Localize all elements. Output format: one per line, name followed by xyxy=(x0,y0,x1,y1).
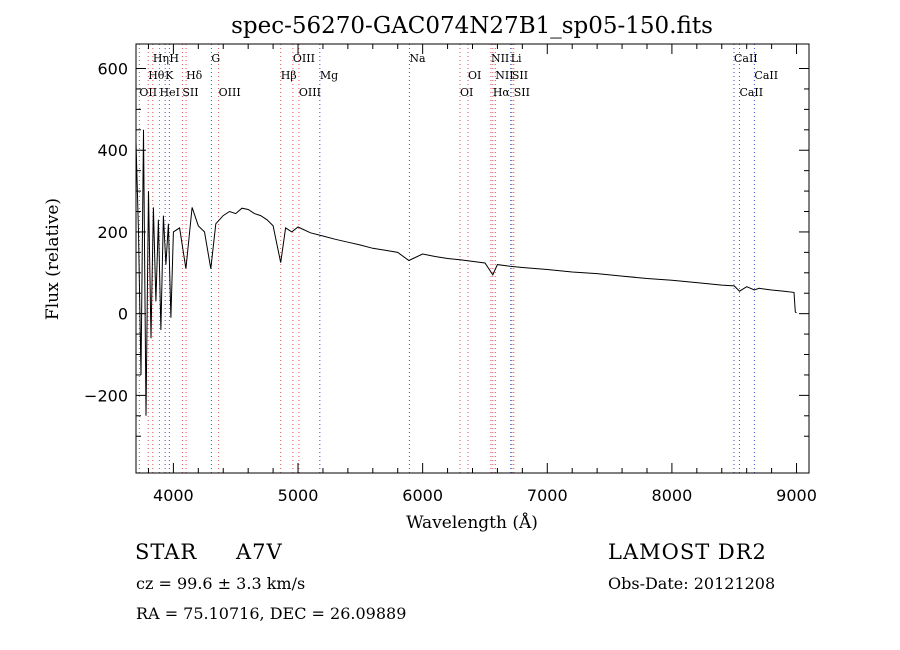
emission-line-label: Hθ xyxy=(148,69,165,82)
absorption-line-label: G xyxy=(211,52,220,65)
observation-date: Obs-Date: 20121208 xyxy=(608,574,776,593)
survey-name: LAMOST DR2 xyxy=(608,540,767,564)
x-tick-label: 5000 xyxy=(278,486,319,505)
emission-line-label: HeI xyxy=(160,86,180,99)
spectrum-series-line xyxy=(135,129,797,416)
emission-line-label: OI xyxy=(460,86,473,99)
x-tick-label: 6000 xyxy=(402,486,443,505)
emission-line-label: Hβ xyxy=(281,69,297,82)
emission-line-label: OIII xyxy=(219,86,241,99)
absorption-line-label: CaII xyxy=(734,52,758,65)
x-axis-label: Wavelength (Å) xyxy=(406,512,538,533)
y-tick-label: −200 xyxy=(84,386,128,405)
y-axis-label: Flux (relative) xyxy=(43,198,63,320)
emission-line-label: OI xyxy=(468,69,481,82)
absorption-line-label: Na xyxy=(409,52,426,65)
y-axis-ticks: −200 0 200 400 600 xyxy=(84,60,809,437)
plot-frame xyxy=(135,43,810,474)
emission-line-label: SII xyxy=(182,86,198,99)
y-tick-label: 400 xyxy=(97,141,128,160)
emission-line-label: OII xyxy=(139,86,157,99)
emission-line-label: Hη xyxy=(153,52,169,65)
emission-line-label: OIII xyxy=(299,86,321,99)
absorption-line-label: CaII xyxy=(739,86,763,99)
emission-line-label: NII xyxy=(495,69,513,82)
absorption-line-label: K xyxy=(165,69,174,82)
emission-line-label: NII xyxy=(491,52,509,65)
y-tick-label: 600 xyxy=(97,60,128,79)
emission-line-label: Hδ xyxy=(186,69,203,82)
emission-line-label: SII xyxy=(512,69,528,82)
absorption-line-label: CaII xyxy=(754,69,778,82)
x-tick-label: 9000 xyxy=(776,486,817,505)
x-tick-label: 4000 xyxy=(153,486,194,505)
x-tick-label: 7000 xyxy=(527,486,568,505)
emission-line-label: Hα xyxy=(493,86,511,99)
y-tick-label: 0 xyxy=(118,305,128,324)
x-axis-ticks: 4000 5000 6000 7000 8000 9000 xyxy=(147,44,817,505)
chart-title: spec-56270-GAC074N27B1_sp05-150.fits xyxy=(231,13,713,39)
x-tick-label: 8000 xyxy=(652,486,693,505)
y-tick-label: 200 xyxy=(97,223,128,242)
redshift-value: cz = 99.6 ± 3.3 km/s xyxy=(136,574,306,593)
absorption-line-label: H xyxy=(169,52,179,65)
coordinates: RA = 75.10716, DEC = 26.09889 xyxy=(136,604,407,623)
absorption-line-label: Li xyxy=(511,52,522,65)
object-class: STAR xyxy=(135,540,198,564)
emission-line-label: OIII xyxy=(293,52,315,65)
absorption-line-label: Mg xyxy=(320,69,338,82)
object-subclass: A7V xyxy=(236,540,283,564)
emission-line-label: SII xyxy=(514,86,530,99)
